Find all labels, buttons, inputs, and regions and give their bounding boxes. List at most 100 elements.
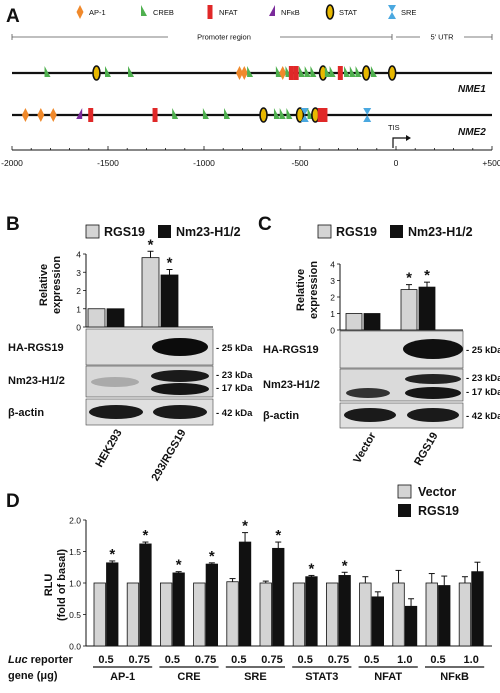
- bar-rgs19: [272, 547, 285, 647]
- bar-rgs19: [305, 576, 318, 647]
- bar-vector: [126, 582, 140, 647]
- nme1-site-rect-icon: [337, 66, 343, 80]
- dose-label: 1.0: [397, 654, 412, 666]
- legend-swatch-c-rgs19: [317, 224, 332, 239]
- band-c-nm23-c: [405, 387, 461, 399]
- dose-label: 0.5: [165, 654, 180, 666]
- dose-label: 0.75: [328, 654, 349, 666]
- nme2-site-rect-icon: [88, 108, 94, 122]
- nme2-label: NME2: [458, 127, 486, 138]
- dose-label: 0.5: [231, 654, 246, 666]
- bar-rgs19: [345, 313, 363, 331]
- group-label: NFAT: [374, 671, 402, 683]
- bar-rgs19: [338, 575, 351, 647]
- group-label: CRE: [177, 671, 200, 683]
- lane-b-293rgs19: 293/RGS19: [149, 428, 188, 484]
- band-b-ha: [152, 338, 208, 356]
- y-tick-label: 2: [330, 293, 335, 303]
- legend-ap-1-icon: [76, 5, 84, 19]
- legend-label-c-nm23: Nm23-H1/2: [408, 225, 473, 239]
- legend-nf-b-icon: [269, 5, 275, 16]
- band-c-actin-b: [407, 408, 459, 422]
- band-c-ha: [403, 339, 463, 359]
- nme1-site-tri-right-icon: [355, 66, 362, 77]
- legend-swatch-d-rgs19: [398, 504, 411, 517]
- band-c-nm23-a: [346, 388, 390, 398]
- nme1-site-tri-right-icon: [44, 66, 51, 77]
- legend-swatch-nm23: [158, 225, 171, 238]
- blot-b-nm23-label: Nm23-H1/2: [8, 375, 65, 387]
- significance-star: *: [342, 557, 348, 574]
- y-tick-label: 3: [330, 276, 335, 286]
- bar-rgs19: [87, 308, 106, 328]
- nme1-site-tri-right-icon: [349, 66, 356, 77]
- panel-a-legend: AP-1 CREB NFAT NFκB STAT SRE: [76, 4, 416, 20]
- bar-nm23-h1-2: [160, 274, 179, 328]
- nme1-site-diamond-icon: [236, 66, 244, 80]
- bar-rgs19: [172, 572, 185, 647]
- legend-label-3: NFκB: [281, 8, 300, 17]
- band-c-actin-a: [344, 408, 396, 422]
- y-tick-label: 1: [76, 304, 81, 314]
- y-tick-label: 0: [330, 326, 335, 336]
- y-tick-label: 4: [330, 260, 335, 270]
- y-tick-label: 4: [76, 250, 81, 260]
- significance-star: *: [176, 557, 182, 574]
- utr-label: 5' UTR: [430, 33, 454, 42]
- bar-vector: [458, 582, 472, 647]
- legend-nfat-icon: [207, 5, 213, 19]
- legend-swatch-rgs19: [85, 224, 100, 239]
- legend-label-d-rgs19: RGS19: [418, 504, 459, 518]
- panel-c: C RGS19 Nm23-H1/2 Relative expression 0 1…: [258, 214, 500, 468]
- legend-label-4: STAT: [339, 8, 357, 17]
- nme2-sites: [21, 107, 372, 123]
- y-axis-label-line2: expression: [51, 256, 63, 314]
- dose-label: 0.75: [195, 654, 216, 666]
- band-b-nm23-c: [151, 383, 209, 395]
- bar-rgs19: [471, 571, 484, 647]
- dose-label: 0.75: [128, 654, 149, 666]
- legend-label-vector: Vector: [418, 485, 456, 499]
- nme1-site-tri-right-icon: [344, 66, 351, 77]
- nme2-site-tri-right-icon: [224, 108, 231, 119]
- band-c-nm23-b: [405, 374, 461, 384]
- dose-label: 1.0: [464, 654, 479, 666]
- bar-rgs19: [371, 596, 385, 647]
- kda-b-17: - 17 kDa: [216, 383, 253, 394]
- bar-rgs19: [404, 605, 418, 647]
- kda-c-25: - 25 kDa: [466, 345, 500, 356]
- significance-star: *: [148, 236, 154, 253]
- blot-c-ha-label: HA-RGS19: [263, 344, 319, 356]
- kda-c-17: - 17 kDa: [466, 387, 500, 398]
- nme1-site-tri-right-icon: [247, 66, 254, 77]
- dose-label: 0.75: [261, 654, 282, 666]
- kda-c-42: - 42 kDa: [466, 411, 500, 422]
- significance-star: *: [424, 267, 430, 284]
- legend-label-5: SRE: [401, 8, 416, 17]
- nme1-site-rect-icon: [293, 66, 299, 80]
- group-label: SRE: [244, 671, 267, 683]
- nme2-site-tri-right-icon: [202, 108, 209, 119]
- dose-label: 0.5: [98, 654, 113, 666]
- legend-label-0: AP-1: [89, 8, 106, 17]
- bar-vector: [93, 582, 106, 647]
- nme1-site-tri-right-icon: [105, 66, 111, 77]
- nme2-site-tri-right-icon: [172, 108, 179, 119]
- significance-star: *: [167, 255, 173, 272]
- nme2-site-diamond-icon: [21, 108, 29, 122]
- panel-d-chart: 0.0 0.5 1.0 1.5 2.0 * 0.5 * 0.75 * 0.5 * 0.75 * 0.5 * 0.…: [69, 516, 492, 683]
- dose-label: 0.5: [364, 654, 379, 666]
- dose-label: 0.5: [298, 654, 313, 666]
- gene-ug-label: gene (μg): [8, 670, 58, 682]
- y-tick-label: 2: [76, 286, 81, 296]
- nme1-site-ellipse-icon: [387, 65, 397, 81]
- legend-sre-icon: [388, 5, 396, 19]
- nme1-label: NME1: [458, 84, 486, 95]
- nme1-site-diamond-icon: [279, 66, 287, 80]
- nme2-site-tri-left-icon: [76, 108, 83, 119]
- nme2-site-diamond-icon: [37, 108, 45, 122]
- luc-reporter-word: reporter: [28, 654, 74, 666]
- y-tick-label: 1.0: [69, 579, 81, 589]
- bar-rgs19: [141, 257, 160, 328]
